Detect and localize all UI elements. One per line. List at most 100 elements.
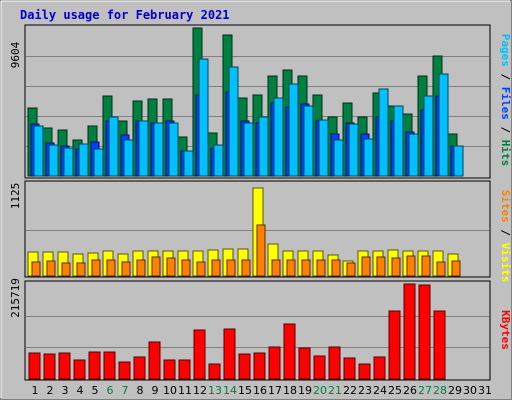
kbytes-kbytes-bar <box>163 359 176 380</box>
kbytes-kbytes-bar <box>268 346 281 380</box>
kbytes-kbytes-bar <box>118 361 131 380</box>
visits-sites-bar <box>226 259 236 277</box>
kbytes-panel <box>24 280 491 381</box>
visits-sites-bar <box>106 259 116 277</box>
hits-pages-bar <box>318 119 329 177</box>
kbytes-kbytes-bar <box>343 357 356 380</box>
kbytes-kbytes-bar <box>283 323 296 380</box>
day-label: 17 <box>268 384 282 397</box>
day-label: 10 <box>163 384 177 397</box>
kbytes-kbytes-bar <box>73 359 86 380</box>
hits-pages-bar <box>378 88 389 177</box>
day-label: 1 <box>32 384 39 397</box>
legend-label-part: Sites <box>499 190 512 223</box>
hits-pages-bar <box>363 138 374 177</box>
chart-title: Daily usage for February 2021 <box>20 8 230 22</box>
legend-label-part: KBytes <box>499 310 512 350</box>
day-label: 27 <box>418 384 432 397</box>
hits-pages-bar <box>93 148 104 177</box>
hits-max-label: 9604 <box>9 41 22 68</box>
visits-sites-bar <box>361 256 371 277</box>
visits-sites-bar <box>136 259 146 277</box>
day-label: 21 <box>328 384 342 397</box>
day-label: 12 <box>193 384 207 397</box>
legend-label-part: Visits <box>499 243 512 283</box>
hits-pages-bar <box>78 143 89 177</box>
day-label: 16 <box>253 384 267 397</box>
kbytes-kbytes-bar <box>238 353 251 380</box>
visits-sites-bar <box>436 261 446 277</box>
day-label: 20 <box>313 384 327 397</box>
legend-label-part: Hits <box>499 140 512 167</box>
day-label: 14 <box>223 384 237 397</box>
day-label: 23 <box>358 384 372 397</box>
visits-sites-bar <box>451 260 461 277</box>
day-label: 30 <box>463 384 477 397</box>
day-label: 22 <box>343 384 357 397</box>
kbytes-kbytes-bar <box>403 283 416 380</box>
hits-pages-bar <box>48 144 59 177</box>
visits-sites-bar <box>61 262 71 277</box>
hits-pages-bar <box>453 145 464 177</box>
day-label: 29 <box>448 384 462 397</box>
hits-panel <box>24 24 491 179</box>
visits-sites-bar <box>316 259 326 277</box>
visits-sites-bar <box>31 261 41 277</box>
kbytes-kbytes-bar <box>148 341 161 380</box>
kbytes-kbytes-bar <box>358 363 371 380</box>
day-label: 8 <box>137 384 144 397</box>
hits-pages-bar <box>63 147 74 177</box>
kbytes-max-label: 215719 <box>9 278 22 318</box>
day-label: 4 <box>77 384 84 397</box>
visits-sites-bar <box>196 261 206 277</box>
kbytes-kbytes-bar <box>28 352 41 380</box>
day-label: 19 <box>298 384 312 397</box>
legend-label-part: Pages <box>499 34 512 67</box>
hits-pages-bar <box>348 123 359 177</box>
kbytes-kbytes-bar <box>178 359 191 380</box>
kbytes-kbytes-bar <box>43 353 56 380</box>
hits-pages-bar <box>273 97 284 177</box>
day-label: 26 <box>403 384 417 397</box>
visits-sites-bar <box>421 255 431 277</box>
day-label: 13 <box>208 384 222 397</box>
day-label: 25 <box>388 384 402 397</box>
kbytes-kbytes-bar <box>208 363 221 380</box>
kbytes-kbytes-bar <box>433 310 446 380</box>
hits-pages-bar <box>303 105 314 177</box>
hits-legend-label: Pages / Files / Hits <box>499 34 512 167</box>
day-label: 11 <box>178 384 192 397</box>
x-axis-day-labels: 1 2 3 4 5 6 7 8 9 10 11 12 13 14 15 16 17 18 19 20 21 22 23 24 2… <box>32 384 493 397</box>
kbytes-legend-label: KBytes <box>499 310 512 350</box>
day-label: 5 <box>92 384 99 397</box>
kbytes-kbytes-bar <box>313 355 326 380</box>
hits-pages-bar <box>138 120 149 177</box>
legend-label-part: / <box>499 223 512 243</box>
day-label: 28 <box>433 384 447 397</box>
hits-pages-bar <box>33 125 44 177</box>
hits-pages-bar <box>288 83 299 177</box>
day-label: 6 <box>107 384 114 397</box>
visits-sites-bar <box>376 256 386 277</box>
kbytes-kbytes-bar <box>388 310 401 380</box>
visits-sites-bar <box>346 262 356 277</box>
visits-sites-bar <box>391 257 401 277</box>
kbytes-kbytes-bar <box>88 351 101 380</box>
visits-sites-bar <box>286 259 296 277</box>
panel-legend-labels: Pages / Files / Hits Sites / Visits KBytes <box>499 34 512 350</box>
kbytes-kbytes-bar <box>298 347 311 380</box>
visits-legend-label: Sites / Visits <box>499 190 512 283</box>
hits-pages-bar <box>438 73 449 177</box>
visits-sites-bar <box>331 259 341 277</box>
day-label: 2 <box>47 384 54 397</box>
hits-pages-bar <box>243 122 254 177</box>
visits-sites-bar <box>256 224 266 277</box>
hits-pages-bar <box>258 116 269 177</box>
kbytes-kbytes-bar <box>328 346 341 380</box>
hits-pages-bar <box>168 122 179 177</box>
hits-pages-bar <box>198 58 209 177</box>
day-label: 15 <box>238 384 252 397</box>
day-label: 3 <box>62 384 69 397</box>
day-label: 18 <box>283 384 297 397</box>
